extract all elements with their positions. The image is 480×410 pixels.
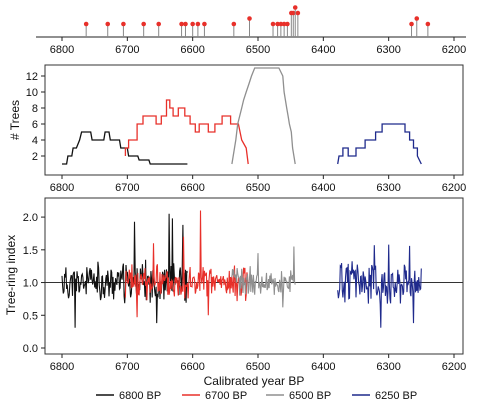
sample-date-marker: [270, 21, 276, 27]
sample-date-marker: [231, 21, 237, 27]
chart-legend: 6800 BP 6700 BP 6500 BP 6250 BP: [96, 390, 417, 402]
y-tick-label: 0.0: [23, 343, 38, 355]
x-tick-label: 6800: [50, 44, 74, 56]
x-tick-label: 6500: [246, 44, 270, 56]
x-tick-label: 6200: [442, 44, 466, 56]
y-tick-label: 2: [32, 151, 38, 163]
tree-count-panel: 6800 6700 6600 6500 6400 6300 6200 2 4 6 8 10 12 # …: [8, 64, 466, 194]
sample-date-marker: [278, 21, 284, 27]
ring-index-axis-label: Tree-ring index: [4, 235, 18, 315]
sample-date-marker: [121, 21, 126, 27]
x-tick-label: 6600: [180, 44, 204, 56]
x-tick-label: 6500: [246, 361, 270, 373]
x-tick-label: 6700: [115, 182, 139, 194]
sample-date-marker: [105, 21, 111, 27]
x-tick-label: 6200: [442, 361, 466, 373]
x-tick-label: 6200: [442, 182, 466, 194]
sample-date-marker: [190, 21, 195, 27]
sample-date-marker: [275, 21, 280, 27]
sample-date-marker: [285, 21, 290, 27]
sample-date-marker: [141, 21, 146, 27]
y-tick-label: 2.0: [23, 212, 38, 224]
sample-date-marker: [195, 21, 201, 27]
sample-date-marker: [281, 21, 287, 27]
y-tick-label: 6: [32, 119, 38, 131]
tree-count-plot-area: [44, 64, 464, 176]
legend-label: 6500 BP: [289, 390, 331, 402]
ring-index-line: [337, 244, 422, 328]
ring-index-line: [61, 213, 188, 328]
sample-date-marker: [414, 16, 420, 21]
sample-date-marker: [409, 21, 414, 27]
y-tick-label: 4: [32, 135, 38, 147]
sample-date-marker: [425, 21, 431, 27]
ring-index-panel: 6800 6700 6600 6500 6400 6300 6200 0.0 0.5 1.0 1.…: [4, 197, 466, 388]
x-tick-label: 6800: [50, 361, 74, 373]
sample-date-marker: [202, 21, 207, 27]
ring-index-line: [231, 246, 296, 308]
sample-date-marker: [295, 10, 301, 16]
x-tick-label: 6300: [376, 361, 400, 373]
tree-count-line: [231, 67, 296, 165]
sample-date-marker: [183, 21, 188, 27]
tree-count-line: [62, 131, 188, 165]
tree-count-axis-label: # Trees: [8, 100, 22, 140]
ring-index-plot-area: [44, 197, 464, 355]
sample-date-marker: [290, 10, 296, 16]
y-tick-label: 12: [26, 71, 38, 83]
ring-index-line: [124, 210, 249, 318]
x-tick-label: 6500: [246, 182, 270, 194]
x-tick-label: 6400: [311, 361, 335, 373]
tree-count-line: [124, 99, 249, 165]
x-tick-label: 6300: [376, 182, 400, 194]
y-tick-label: 1.5: [23, 245, 38, 257]
x-tick-label: 6600: [180, 361, 204, 373]
sample-date-marker: [247, 16, 252, 21]
x-tick-label: 6800: [50, 182, 74, 194]
legend-label: 6250 BP: [375, 390, 417, 402]
sample-date-marker: [156, 21, 161, 27]
x-tick-label: 6400: [311, 182, 335, 194]
x-tick-label: 6300: [376, 44, 400, 56]
tree-count-line: [337, 123, 422, 165]
sample-date-marker: [179, 21, 184, 27]
legend-label: 6700 BP: [205, 390, 247, 402]
x-axis-title: Calibrated year BP: [204, 374, 305, 388]
y-tick-label: 8: [32, 103, 38, 115]
x-tick-label: 6700: [115, 361, 139, 373]
sample-date-panel: 6800 6700 6600 6500 6400 6300 6200: [36, 5, 466, 56]
sample-date-marker: [83, 21, 89, 27]
y-tick-label: 10: [26, 87, 38, 99]
sample-date-marker: [292, 5, 298, 10]
x-tick-label: 6400: [311, 44, 335, 56]
x-tick-label: 6600: [180, 182, 204, 194]
y-tick-label: 1.0: [23, 278, 38, 290]
y-tick-label: 0.5: [23, 310, 38, 322]
legend-label: 6800 BP: [119, 390, 161, 402]
x-tick-label: 6700: [115, 44, 139, 56]
